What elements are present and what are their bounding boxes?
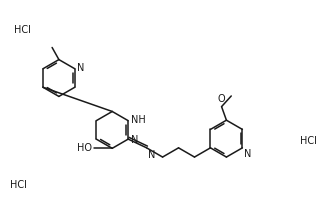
Text: N: N (131, 135, 138, 145)
Text: HCl: HCl (10, 180, 27, 190)
Text: O: O (218, 94, 225, 104)
Text: HO: HO (77, 143, 92, 153)
Text: HCl: HCl (14, 25, 31, 34)
Text: N: N (77, 63, 84, 73)
Text: N: N (148, 150, 156, 160)
Text: N: N (244, 149, 252, 159)
Text: NH: NH (131, 115, 145, 125)
Text: HCl: HCl (300, 136, 317, 146)
